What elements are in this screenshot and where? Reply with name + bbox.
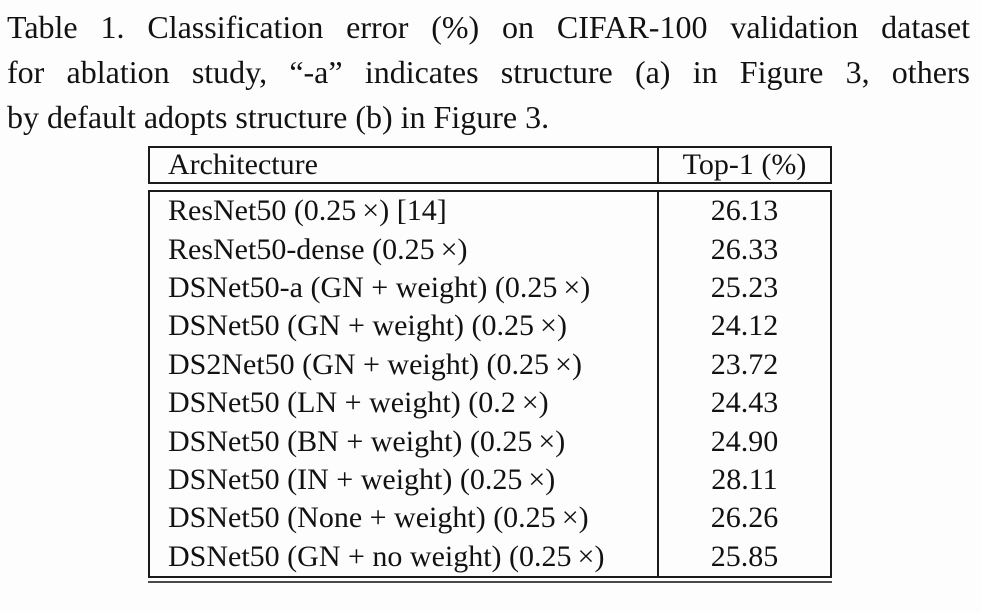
architecture-cell: DSNet50 (IN + weight) (0.25 ×) (168, 462, 556, 496)
bottom-double-rule (148, 580, 832, 583)
top1-cell: 28.11 (711, 462, 778, 496)
architecture-cell: DS2Net50 (GN + weight) (0.25 ×) (168, 347, 582, 381)
architecture-cell: DSNet50-a (GN + weight) (0.25 ×) (168, 270, 591, 304)
caption-line: Table 1. Classification error (%) on CIF… (7, 9, 970, 45)
table-row: ResNet50 (0.25 ×) [14] 26.13 (150, 192, 830, 231)
architecture-cell: DSNet50 (None + weight) (0.25 ×) (168, 501, 589, 535)
column-divider (657, 422, 659, 461)
column-header-top1: Top-1 (%) (682, 148, 807, 181)
column-divider (657, 268, 659, 308)
architecture-cell: ResNet50 (0.25 ×) [14] (168, 194, 447, 228)
column-divider (657, 345, 659, 384)
top1-cell: 26.33 (710, 232, 779, 266)
table-row: ResNet50-dense (0.25 ×) 26.33 (150, 230, 830, 269)
table-row: DSNet50 (GN + no weight) (0.25 ×) 25.85 (150, 537, 830, 576)
table-caption: Table 1. Classification error (%) on CIF… (7, 5, 970, 140)
architecture-cell: DSNet50 (BN + weight) (0.25 ×) (168, 424, 566, 458)
top1-cell: 25.23 (710, 270, 779, 304)
top1-cell: 26.26 (710, 501, 779, 535)
architecture-cell: DSNet50 (GN + no weight) (0.25 ×) (168, 539, 605, 573)
table-row: DS2Net50 (GN + weight) (0.25 ×) 23.72 (150, 345, 830, 384)
column-divider (657, 307, 659, 346)
column-divider (657, 460, 659, 500)
table-row: DSNet50 (LN + weight) (0.2 ×) 24.43 (150, 383, 830, 423)
column-divider (657, 230, 659, 269)
table-row: DSNet50 (GN + weight) (0.25 ×) 24.12 (150, 307, 830, 346)
top1-cell: 24.12 (710, 309, 779, 343)
table-row: DSNet50-a (GN + weight) (0.25 ×) 25.23 (150, 268, 830, 308)
table-row: DSNet50 (IN + weight) (0.25 ×) 28.11 (150, 460, 830, 500)
table-body: ResNet50 (0.25 ×) [14] 26.13 ResNet50-dens… (148, 190, 832, 578)
table-row: DSNet50 (None + weight) (0.25 ×) 26.26 (150, 499, 830, 538)
top1-cell: 25.85 (710, 539, 779, 573)
top1-cell: 23.72 (710, 347, 779, 381)
top1-cell: 24.90 (710, 424, 779, 458)
column-header-architecture: Architecture (168, 148, 318, 181)
caption-line: by default adopts structure (b) in Figur… (7, 99, 550, 135)
column-divider (657, 383, 659, 423)
caption-line: for ablation study, “-a” indicates struc… (7, 54, 970, 90)
architecture-cell: ResNet50-dense (0.25 ×) (168, 232, 468, 266)
table-row: DSNet50 (BN + weight) (0.25 ×) 24.90 (150, 422, 830, 461)
top1-cell: 26.13 (710, 194, 779, 228)
results-table: Architecture Top-1 (%) ResNet50 (0.25 ×)… (148, 146, 832, 583)
architecture-cell: DSNet50 (GN + weight) (0.25 ×) (168, 309, 567, 343)
top1-cell: 24.43 (710, 386, 779, 420)
table-header-row: Architecture Top-1 (%) (148, 146, 832, 184)
column-divider (657, 537, 659, 576)
architecture-cell: DSNet50 (LN + weight) (0.2 ×) (168, 386, 549, 420)
column-divider (657, 499, 659, 538)
column-divider (657, 192, 659, 231)
column-divider (657, 148, 659, 182)
